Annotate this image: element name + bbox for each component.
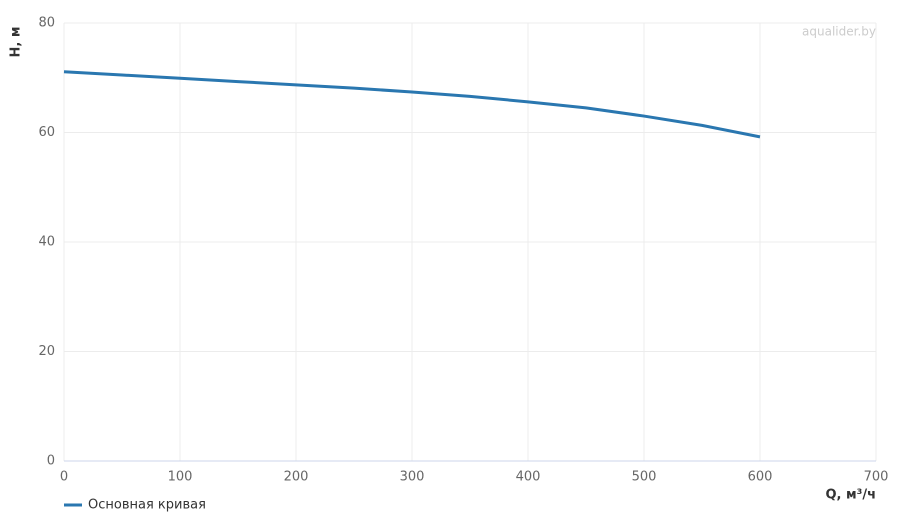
y-axis-label: H, м (9, 27, 24, 58)
y-tick-label: 0 (47, 454, 55, 469)
x-tick-label: 400 (516, 470, 541, 485)
x-tick-label: 200 (284, 470, 309, 485)
line-series (63, 70, 761, 139)
legend-label: Основная кривая (88, 498, 206, 513)
x-tick-label: 100 (168, 470, 193, 485)
y-tick-label: 60 (38, 125, 55, 140)
x-tick-label: 700 (864, 470, 889, 485)
x-tick-label: 500 (632, 470, 657, 485)
y-tick-label: 40 (38, 235, 55, 250)
x-tick-label: 600 (748, 470, 773, 485)
watermark: aqualider.by (802, 25, 876, 39)
x-tick-label: 0 (60, 470, 68, 485)
y-tick-label: 80 (38, 16, 55, 31)
x-axis-label: Q, м³/ч (825, 488, 876, 503)
x-tick-label: 300 (400, 470, 425, 485)
y-tick-label: 20 (38, 344, 55, 359)
